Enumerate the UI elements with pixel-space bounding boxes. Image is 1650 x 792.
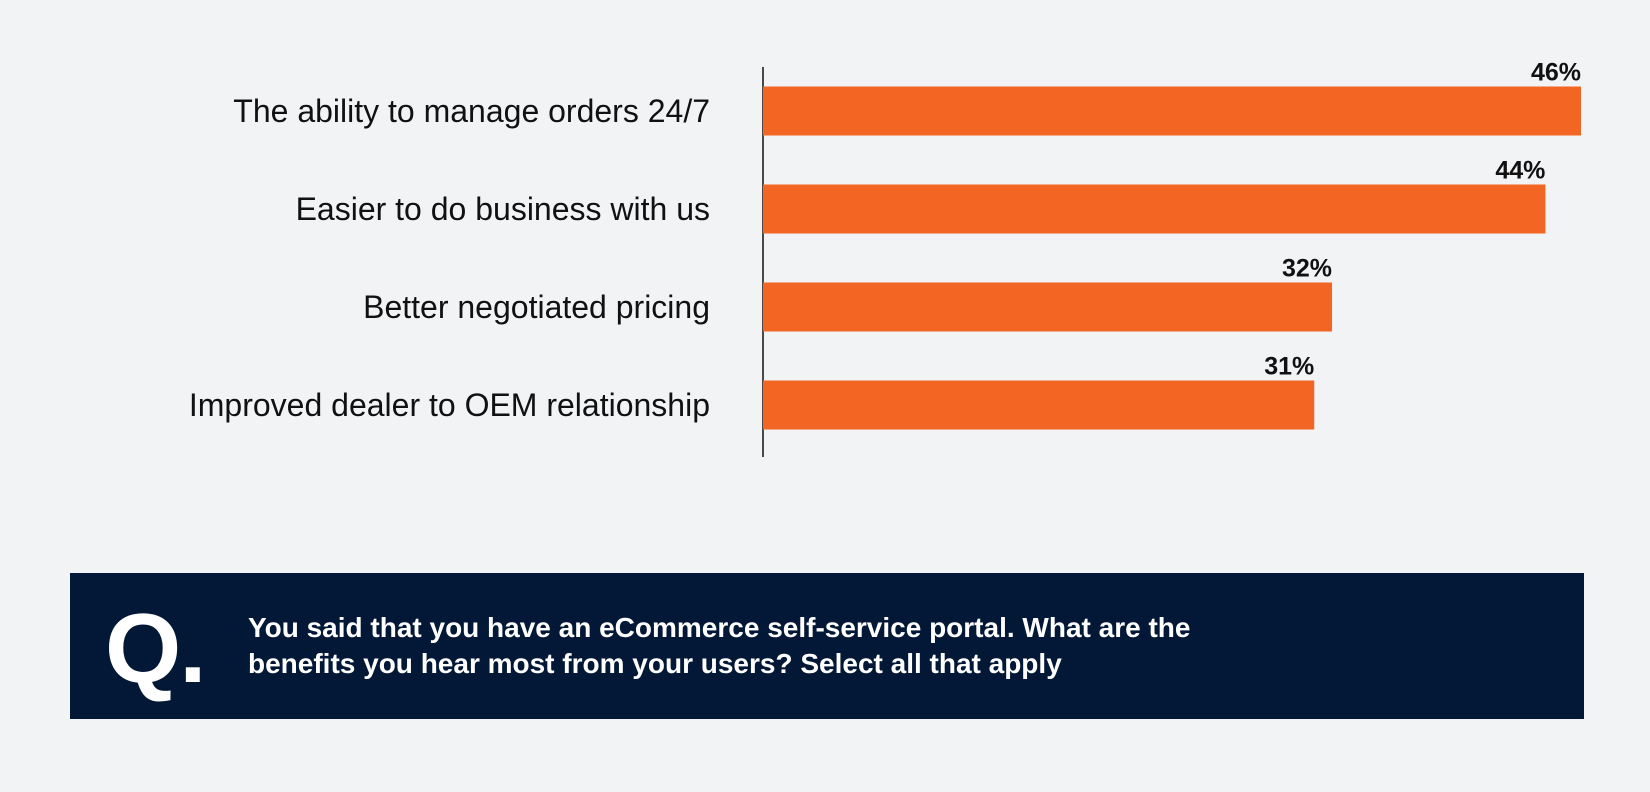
bar [763,86,1581,136]
category-label: Better negotiated pricing [363,289,710,325]
category-label: Easier to do business with us [296,191,710,227]
category-label: Improved dealer to OEM relationship [189,387,710,423]
question-mark-icon: Q. [105,593,206,703]
value-label: 32% [1282,255,1332,283]
bar [763,380,1315,430]
bar [763,282,1333,332]
question-box: Q. You said that you have an eCommerce s… [70,573,1584,719]
category-label: The ability to manage orders 24/7 [233,93,710,129]
bar [763,184,1546,234]
value-label: 44% [1495,157,1545,185]
value-label: 31% [1264,353,1314,381]
bar-chart: The ability to manage orders 24/7 46% Easi… [189,59,1581,457]
question-text: You said that you have an eCommerce self… [248,612,1191,679]
value-label: 46% [1531,59,1581,87]
